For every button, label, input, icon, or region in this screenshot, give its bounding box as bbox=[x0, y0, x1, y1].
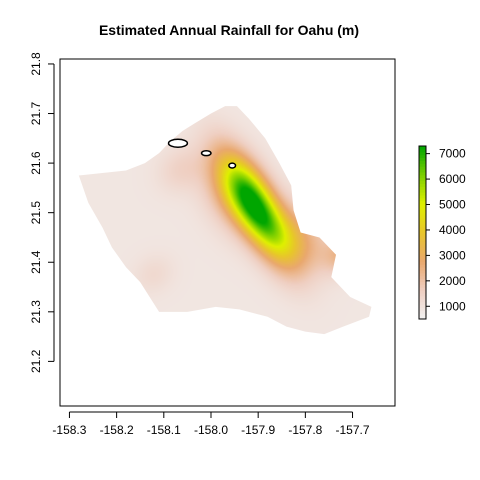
legend-color-step bbox=[419, 180, 426, 184]
legend-color-step bbox=[419, 249, 426, 254]
legend-color-step bbox=[419, 255, 426, 259]
legend-tick-label: 2000 bbox=[439, 274, 466, 288]
legend-color-step bbox=[419, 244, 426, 248]
islet-1 bbox=[200, 149, 212, 157]
legend-frame bbox=[418, 145, 427, 320]
legend-tick-label: 1000 bbox=[439, 299, 466, 313]
legend-color-step bbox=[419, 154, 426, 159]
legend-color-step bbox=[419, 186, 426, 190]
legend-color-step bbox=[419, 272, 426, 277]
legend-tick-label: 7000 bbox=[439, 147, 466, 161]
x-tick-label: -158.1 bbox=[147, 423, 181, 437]
legend-color-step bbox=[419, 269, 426, 274]
legend-color-step bbox=[419, 166, 426, 170]
legend-color-step bbox=[419, 281, 426, 285]
legend-color-step bbox=[419, 218, 426, 222]
legend-color-step bbox=[419, 301, 426, 306]
legend-color-step bbox=[419, 295, 426, 300]
legend-color-step bbox=[419, 223, 426, 228]
legend-color-step bbox=[419, 203, 426, 208]
rainfall-raster bbox=[78, 106, 372, 335]
legend-color-step bbox=[419, 189, 426, 193]
legend-color-step bbox=[419, 163, 426, 167]
legend-color-step bbox=[419, 195, 426, 199]
y-tick-label: 21.5 bbox=[29, 201, 43, 225]
legend-color-step bbox=[419, 298, 426, 303]
legend-color-step bbox=[419, 229, 426, 233]
legend-color-step bbox=[419, 197, 426, 202]
legend-color-step bbox=[419, 151, 426, 156]
legend-color-step bbox=[419, 215, 426, 219]
legend-color-step bbox=[419, 261, 426, 265]
legend-color-step bbox=[419, 157, 426, 161]
legend-color-step bbox=[419, 226, 426, 231]
legend-color-step bbox=[419, 316, 426, 320]
legend-color-step bbox=[419, 238, 426, 242]
legend-color-step bbox=[419, 148, 426, 153]
x-tick-label: -157.8 bbox=[288, 423, 322, 437]
legend-tick-label: 3000 bbox=[439, 248, 466, 262]
heatmap-layer bbox=[78, 106, 372, 335]
legend-color-step bbox=[419, 241, 426, 245]
x-tick-label: -157.9 bbox=[241, 423, 275, 437]
legend-color-step bbox=[419, 160, 426, 164]
legend-color-step bbox=[419, 183, 426, 187]
y-tick-label: 21.6 bbox=[29, 151, 43, 175]
chart-title: Estimated Annual Rainfall for Oahu (m) bbox=[99, 22, 359, 38]
islet-0 bbox=[167, 138, 189, 148]
legend-color-step bbox=[419, 290, 426, 294]
y-tick-label: 21.2 bbox=[29, 349, 43, 373]
legend-color-step bbox=[419, 310, 426, 314]
legend-color-step bbox=[419, 192, 426, 196]
legend-color-step bbox=[419, 174, 426, 179]
legend-color-step bbox=[419, 146, 426, 150]
legend-color-step bbox=[419, 293, 426, 297]
legend-color-step bbox=[419, 235, 426, 239]
islet-2 bbox=[228, 162, 237, 169]
legend-color-step bbox=[419, 169, 426, 173]
legend-color-step bbox=[419, 287, 426, 291]
y-tick-label: 21.8 bbox=[29, 52, 43, 76]
legend-color-step bbox=[419, 220, 426, 225]
y-tick-label: 21.7 bbox=[29, 102, 43, 126]
legend-color-step bbox=[419, 209, 426, 213]
legend-color-step bbox=[419, 278, 426, 283]
legend-color-step bbox=[419, 212, 426, 216]
legend-color-step bbox=[419, 177, 426, 182]
legend-color-step bbox=[419, 171, 426, 176]
plot-frame bbox=[59, 58, 396, 407]
legend-color-step bbox=[419, 252, 426, 257]
legend-color-step bbox=[419, 304, 426, 308]
legend-tick-label: 5000 bbox=[439, 198, 466, 212]
x-tick-label: -158.2 bbox=[100, 423, 134, 437]
y-tick-label: 21.4 bbox=[29, 250, 43, 274]
legend-color-step bbox=[419, 258, 426, 262]
x-tick-label: -158.0 bbox=[194, 423, 228, 437]
legend-color-step bbox=[419, 232, 426, 236]
legend-color-step bbox=[419, 264, 426, 268]
legend-tick-label: 4000 bbox=[439, 223, 466, 237]
x-tick-label: -157.7 bbox=[336, 423, 370, 437]
legend-tick-label: 6000 bbox=[439, 172, 466, 186]
color-legend: 1000 2000 3000 4000 5000 6000 7000 bbox=[418, 145, 466, 320]
legend-color-step bbox=[419, 284, 426, 288]
legend-color-step bbox=[419, 267, 426, 271]
legend-color-step bbox=[419, 246, 426, 251]
legend-color-step bbox=[419, 307, 426, 311]
legend-color-step bbox=[419, 313, 426, 317]
y-tick-label: 21.3 bbox=[29, 300, 43, 324]
axes: -158.3 -158.2 -158.1 -158.0 -157.9 -157.8 -157… bbox=[29, 52, 370, 437]
legend-color-step bbox=[419, 206, 426, 210]
legend-color-step bbox=[419, 200, 426, 205]
x-tick-label: -158.3 bbox=[52, 423, 86, 437]
legend-color-step bbox=[419, 275, 426, 280]
